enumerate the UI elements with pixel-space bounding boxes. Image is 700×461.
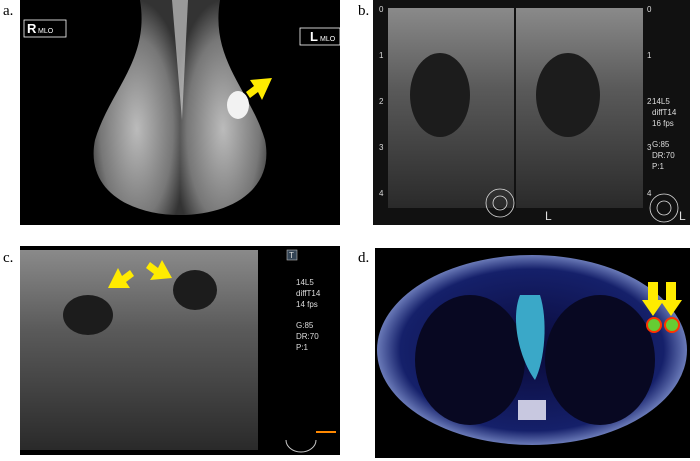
- side-label: L: [545, 209, 552, 223]
- mediastinum: [515, 295, 545, 380]
- depth-mark: 1: [647, 51, 652, 60]
- marker-box: [23, 19, 67, 38]
- lung: [415, 295, 525, 425]
- left-breast: [180, 0, 267, 215]
- body-marker: [285, 439, 317, 453]
- depth-mark: 1: [379, 51, 384, 60]
- us-setting: 14L5: [652, 97, 670, 106]
- depth-mark: 3: [647, 143, 652, 152]
- arrow: [642, 282, 664, 316]
- panel-label: b.: [358, 3, 369, 19]
- us-setting: 14L5: [296, 278, 314, 287]
- uptake: [646, 317, 662, 333]
- lesion: [536, 53, 600, 137]
- depth-mark: 2: [647, 97, 652, 106]
- right-breast: [93, 0, 180, 215]
- marker-box: [299, 27, 341, 46]
- depth-mark: 0: [379, 5, 384, 14]
- us-image: [20, 250, 258, 450]
- panel-label: a.: [3, 3, 13, 19]
- body-marker: [649, 193, 679, 223]
- marker: T: [289, 251, 294, 260]
- depth-mark: 0: [647, 5, 652, 14]
- lesion: [410, 53, 470, 137]
- marker-box: [286, 249, 298, 261]
- panel-label: d.: [358, 250, 369, 266]
- side-label: L: [679, 209, 686, 223]
- view-label: MLO: [320, 36, 336, 43]
- body-marker: [492, 195, 508, 211]
- lung: [545, 295, 655, 425]
- lesion: [173, 270, 217, 310]
- depth-mark: 3: [379, 143, 384, 152]
- us-setting: diffT14: [296, 289, 321, 298]
- depth-mark: 2: [379, 97, 384, 106]
- pectoral: [172, 0, 188, 120]
- side-marker: L: [310, 29, 318, 44]
- panel-label: c.: [3, 250, 13, 266]
- us-setting: diffT14: [652, 108, 677, 117]
- lesion: [63, 295, 113, 335]
- us-setting: G:85: [652, 140, 670, 149]
- us-setting: 14 fps: [296, 300, 318, 309]
- body-marker: [656, 200, 672, 216]
- arrow: [660, 282, 682, 316]
- us-setting: P:1: [296, 343, 309, 352]
- arrow: [146, 260, 172, 280]
- us-setting: 16 fps: [652, 119, 674, 128]
- depth-mark: 4: [379, 189, 384, 198]
- vertebra: [518, 400, 546, 420]
- arrow: [246, 78, 272, 100]
- arrow: [108, 268, 134, 288]
- side-marker: R: [27, 21, 37, 36]
- us-setting: G:85: [296, 321, 314, 330]
- uptake: [664, 317, 680, 333]
- depth-mark: 4: [647, 189, 652, 198]
- us-setting: DR:70: [296, 332, 319, 341]
- view-label: MLO: [38, 28, 54, 35]
- us-setting: DR:70: [652, 151, 675, 160]
- body-marker: [485, 188, 515, 218]
- us-setting: P:1: [652, 162, 665, 171]
- mass: [227, 91, 249, 119]
